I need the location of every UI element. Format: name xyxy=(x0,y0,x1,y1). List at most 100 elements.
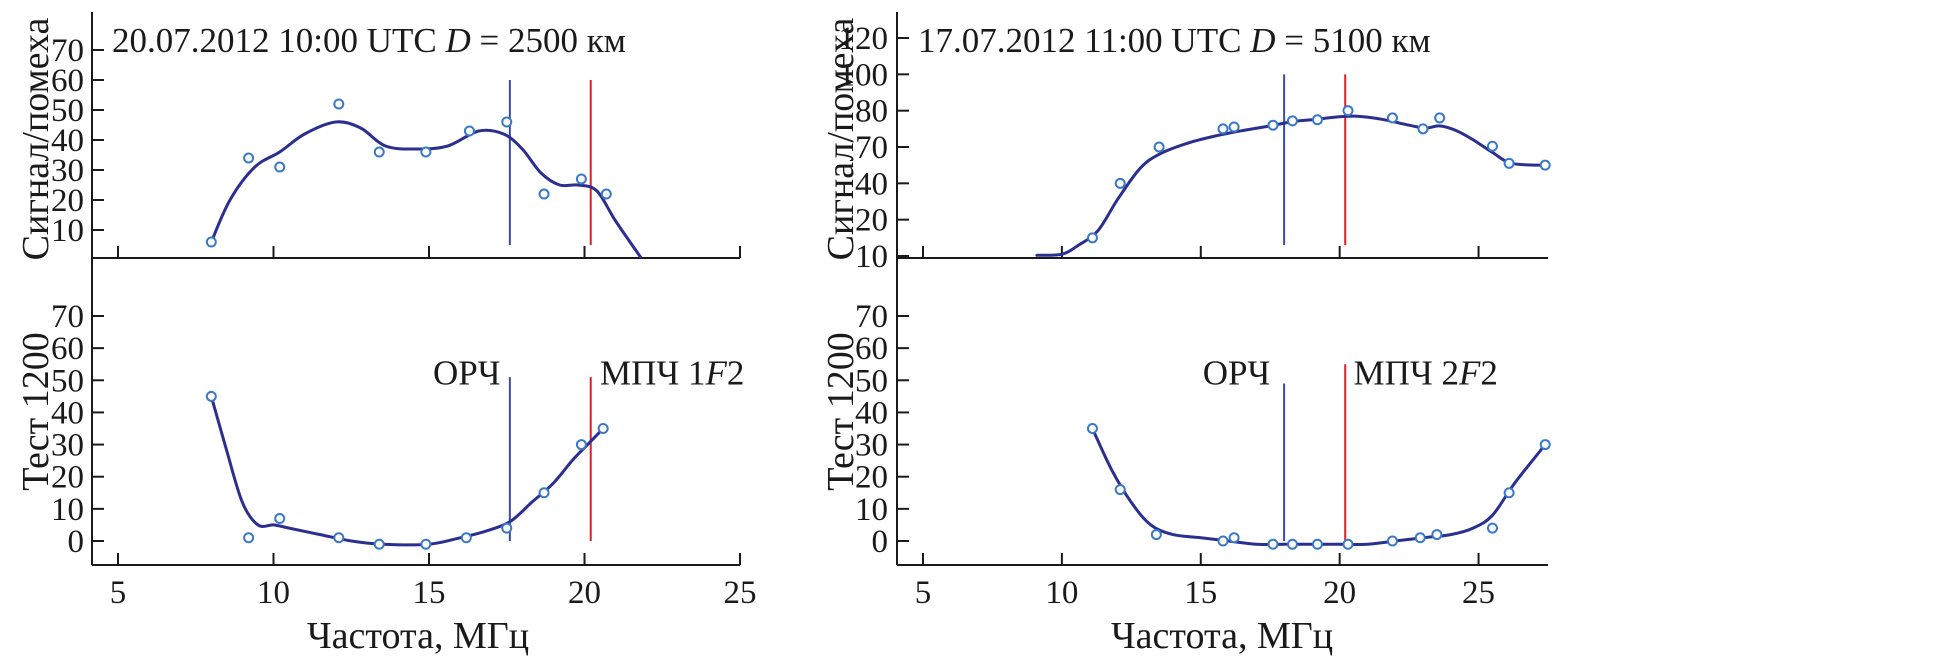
data-point xyxy=(1217,535,1229,547)
y-tick-label: 80 xyxy=(855,94,888,130)
y-tick-label: 40 xyxy=(51,123,84,159)
y-tick-label: 10 xyxy=(51,492,84,528)
data-point xyxy=(600,188,612,200)
data-point xyxy=(1417,123,1429,135)
y-tick-label: 0 xyxy=(872,524,889,560)
data-point xyxy=(243,152,255,164)
data-point xyxy=(1150,529,1162,541)
line-label: ОРЧ xyxy=(433,354,501,393)
data-point xyxy=(373,538,385,550)
x-axis-title-right: Частота, МГц xyxy=(1111,615,1333,657)
line-label: МПЧ 2F2 xyxy=(1354,354,1498,393)
y-tick-label: 20 xyxy=(855,203,888,239)
y-tick-label: 30 xyxy=(51,153,84,189)
data-point xyxy=(463,125,475,137)
x-axis-title-left: Частота, МГц xyxy=(307,615,529,657)
data-point xyxy=(1114,177,1126,189)
y-tick-label: 50 xyxy=(855,363,888,399)
data-point xyxy=(1486,140,1498,152)
y-tick-label: 120 xyxy=(839,21,889,57)
data-point xyxy=(1228,121,1240,133)
data-point xyxy=(420,538,432,550)
data-point xyxy=(1267,538,1279,550)
fitted-curve xyxy=(209,120,642,259)
data-point xyxy=(1286,538,1298,550)
data-point xyxy=(1386,112,1398,124)
y-tick-label: 10 xyxy=(51,213,84,249)
x-tick-label: 15 xyxy=(1184,575,1217,611)
data-point xyxy=(575,173,587,185)
fitted-curve xyxy=(1035,114,1547,257)
data-point xyxy=(1086,232,1098,244)
data-point xyxy=(1486,522,1498,534)
y-tick-label: 60 xyxy=(51,331,84,367)
data-point xyxy=(373,146,385,158)
data-point xyxy=(538,487,550,499)
data-point xyxy=(1311,114,1323,126)
x-tick-label: 5 xyxy=(915,575,932,611)
x-tick-label: 15 xyxy=(413,575,446,611)
y-tick-label: 40 xyxy=(855,166,888,202)
data-point xyxy=(1228,532,1240,544)
data-point xyxy=(460,532,472,544)
fitted-curve xyxy=(209,394,605,547)
y-tick-label: 30 xyxy=(855,428,888,464)
y-tick-label: 20 xyxy=(855,460,888,496)
data-point xyxy=(1539,159,1551,171)
data-point xyxy=(1503,487,1515,499)
data-point xyxy=(1286,115,1298,127)
data-point xyxy=(597,423,609,434)
y-tick-label: 50 xyxy=(51,93,84,129)
y-tick-label: 40 xyxy=(51,395,84,431)
panel-annotation: 20.07.2012 10:00 UTC D = 2500 км xyxy=(112,21,626,60)
y-tick-label: 10 xyxy=(855,492,888,528)
y-tick-label: 60 xyxy=(855,331,888,367)
y-tick-label: 100 xyxy=(839,57,889,93)
panel-annotation: 17.07.2012 11:00 UTC D = 5100 км xyxy=(918,21,1431,60)
data-point xyxy=(1153,141,1165,153)
data-point xyxy=(1414,532,1426,544)
data-point xyxy=(1539,439,1551,451)
y-tick-label: 70 xyxy=(855,299,888,335)
data-point xyxy=(501,116,513,128)
y-tick-label: 10 xyxy=(855,239,888,275)
data-point xyxy=(1086,423,1098,434)
data-point xyxy=(1342,538,1354,550)
y-axis-title: Тест 1200 xyxy=(820,332,862,491)
data-point xyxy=(575,439,587,451)
x-tick-label: 5 xyxy=(110,575,127,611)
y-tick-label: 70 xyxy=(855,130,888,166)
data-point xyxy=(501,522,513,534)
y-tick-label: 60 xyxy=(51,63,84,99)
data-point xyxy=(205,390,217,402)
data-point xyxy=(1267,119,1279,131)
y-tick-label: 20 xyxy=(51,460,84,496)
fitted-curve xyxy=(1090,427,1547,546)
data-point xyxy=(333,98,345,110)
data-point xyxy=(420,146,432,158)
data-point xyxy=(333,532,345,544)
data-point xyxy=(1217,123,1229,135)
x-tick-label: 20 xyxy=(568,575,601,611)
y-tick-label: 0 xyxy=(68,524,85,560)
y-tick-label: 20 xyxy=(51,183,84,219)
x-tick-label: 10 xyxy=(1045,575,1078,611)
y-axis-title: Тест 1200 xyxy=(15,332,57,491)
data-point xyxy=(1114,484,1126,496)
x-tick-label: 20 xyxy=(1323,575,1356,611)
y-tick-label: 70 xyxy=(51,33,84,69)
y-axis-title: Сигнал/помеха xyxy=(15,18,57,261)
y-tick-label: 50 xyxy=(51,363,84,399)
data-point xyxy=(1342,105,1354,117)
y-tick-label: 30 xyxy=(51,428,84,464)
data-point xyxy=(243,532,255,544)
data-point xyxy=(1386,535,1398,547)
y-axis-title: Сигнал/помеха xyxy=(820,18,862,261)
data-point xyxy=(1431,529,1443,541)
y-tick-label: 40 xyxy=(855,395,888,431)
